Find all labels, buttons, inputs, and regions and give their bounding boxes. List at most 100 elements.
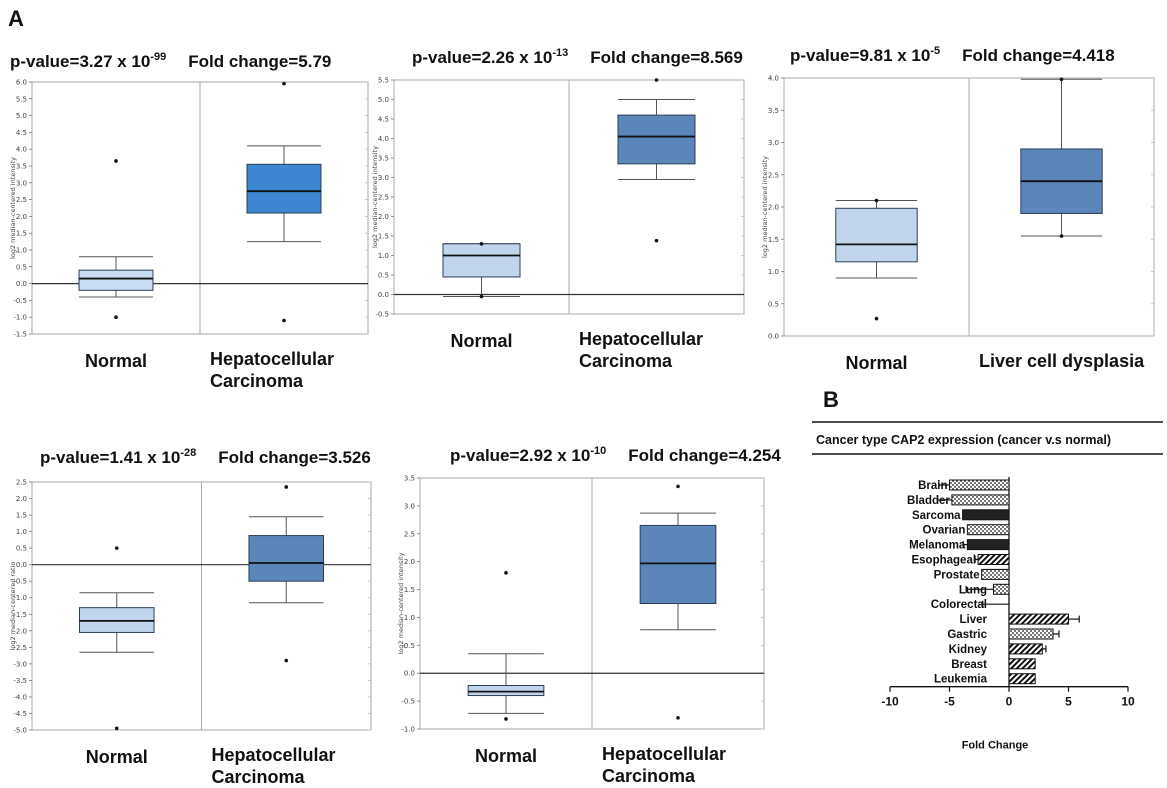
y-tick-label: -1.5	[13, 611, 27, 619]
boxplot-svg: -1.0 -0.5 0.0 0.5 1.0 1.5 2.0 2.5 3.0 3.5 log2 med…	[397, 475, 765, 734]
category-label-line: Carcinoma	[211, 767, 305, 787]
outlier-point	[654, 78, 659, 82]
panel-letter-a: A	[8, 6, 24, 31]
category-label-line: Carcinoma	[210, 371, 304, 391]
bar	[977, 554, 1010, 565]
boxplot-svg: -1.5 -1.0 -0.5 0.0 0.5 1.0 1.5 2.0 2.5 3.0 3.5 4.0 4…	[9, 79, 369, 339]
outlier-point	[282, 81, 286, 86]
y-tick-label: 2.5	[404, 530, 415, 538]
y-tick-label: 0.0	[378, 291, 389, 299]
category-label-tumor: Hepatocellular Carcinoma	[579, 328, 703, 372]
y-tick-label: -5.0	[13, 727, 27, 735]
bar	[981, 568, 1010, 580]
p-value-text: p-value=2.26 x 10-13	[412, 47, 569, 68]
outlier-point	[114, 159, 118, 163]
y-tick-label: 2.5	[16, 479, 27, 487]
y-tick-label: 1.0	[768, 268, 779, 276]
outlier-point	[284, 658, 289, 663]
y-tick-label: 3.5	[404, 475, 415, 483]
y-tick-label: -3.0	[13, 660, 27, 668]
box-group	[248, 485, 325, 663]
y-tick-label: 2.0	[16, 213, 27, 221]
outlier-point	[676, 716, 680, 720]
y-tick-label: 2.0	[16, 495, 27, 503]
bar	[1008, 673, 1036, 685]
category-label-line: Hepatocellular	[579, 329, 704, 349]
y-tick-label: 0.5	[378, 272, 389, 280]
y-tick-label: 4.5	[378, 116, 389, 124]
box-iqr	[467, 684, 545, 697]
y-tick-label: -4.0	[13, 693, 27, 701]
chart-title: p-value=1.41 x 10-28 Fold change=3.526	[40, 448, 371, 468]
boxplot-svg: -0.5 0.0 0.5 1.0 1.5 2.0 2.5 3.0 3.5 4.0 4.5 5.0 5.5…	[371, 77, 745, 319]
category-label: Liver	[960, 614, 988, 626]
y-tick-label: 0.5	[16, 263, 27, 271]
box-group	[442, 242, 521, 299]
category-label-line: Carcinoma	[579, 351, 673, 371]
y-tick-label: 3.0	[378, 174, 389, 182]
boxplot-chart-5: p-value=2.92 x 10-10 Fold change=4.254 -1…	[397, 445, 781, 787]
y-tick-label: 1.5	[378, 233, 389, 241]
y-tick-label: -0.5	[375, 311, 389, 319]
chart-title: p-value=3.27 x 10-99 Fold change=5.79	[10, 52, 331, 72]
y-tick-label: -2.0	[13, 627, 27, 635]
y-tick-label: 1.0	[378, 252, 389, 260]
y-tick-label: 0.0	[404, 670, 415, 678]
category-label-tumor: Hepatocellular Carcinoma	[212, 744, 336, 788]
y-tick-label: 4.0	[378, 135, 389, 143]
y-tick-label: -1.5	[13, 331, 27, 339]
x-tick-label: 10	[1121, 695, 1135, 709]
panel-letter-b: B	[823, 387, 839, 412]
y-tick-label: 5.0	[378, 96, 389, 104]
category-label-tumor: Hepatocellular Carcinoma	[602, 743, 726, 787]
boxplot-chart-3: p-value=9.81 x 10-5 Fold change=4.418 0.0…	[761, 46, 1162, 386]
category-label-normal: Normal	[474, 746, 538, 766]
y-tick-label: 0.5	[768, 300, 779, 308]
outlier-point	[1059, 77, 1064, 82]
y-axis-label: log2 median-centered intensity	[397, 552, 405, 654]
boxplot-chart-4: p-value=1.41 x 10-28 Fold change=3.526 -5…	[9, 448, 382, 787]
bar	[993, 583, 1010, 595]
outlier-point	[479, 242, 484, 246]
fold-change-text: Fold change=5.79	[188, 52, 332, 71]
box-iqr	[246, 163, 322, 214]
p-value-text: p-value=2.92 x 10-10	[450, 445, 607, 466]
category-label: Esophageal	[911, 555, 976, 567]
y-tick-label: 2.5	[16, 196, 27, 204]
box-group	[639, 484, 717, 720]
fold-change-text: Fold change=3.526	[218, 448, 371, 467]
outlier-point	[114, 546, 119, 550]
outlier-point	[114, 726, 119, 731]
box-iqr	[617, 114, 696, 165]
category-label: Sarcoma	[912, 510, 961, 522]
y-tick-label: 0.0	[16, 280, 27, 288]
y-tick-label: 3.0	[16, 179, 27, 187]
y-tick-label: 2.0	[378, 213, 389, 221]
outlier-point	[654, 238, 659, 243]
category-label: Prostate	[934, 569, 980, 581]
box-group	[617, 78, 696, 243]
y-tick-label: -1.0	[401, 726, 415, 734]
box-iqr	[442, 243, 521, 278]
box-iqr	[248, 535, 325, 582]
y-tick-label: -4.5	[13, 710, 27, 718]
x-axis-label: Fold Change	[962, 740, 1029, 752]
outlier-point	[874, 316, 879, 321]
bar	[966, 524, 1010, 536]
x-tick-label: 5	[1065, 695, 1072, 709]
y-tick-label: 6.0	[16, 79, 27, 87]
y-tick-label: 2.5	[378, 194, 389, 202]
fold-change-text: Fold change=8.569	[590, 48, 743, 67]
x-tick-label: -5	[944, 695, 955, 709]
box-group	[835, 198, 918, 321]
category-label: Brain	[918, 480, 947, 492]
bar	[962, 509, 1010, 521]
y-tick-label: 1.5	[16, 512, 27, 520]
y-tick-label: 0.5	[16, 545, 27, 553]
box-group	[467, 571, 545, 721]
y-tick-label: 2.5	[768, 171, 779, 179]
y-tick-label: -1.0	[13, 314, 27, 322]
y-tick-label: 2.0	[768, 204, 779, 212]
y-axis-label: log2 median-centered ratio	[9, 562, 17, 651]
category-label-line: Liver cell dysplasia	[979, 351, 1145, 371]
